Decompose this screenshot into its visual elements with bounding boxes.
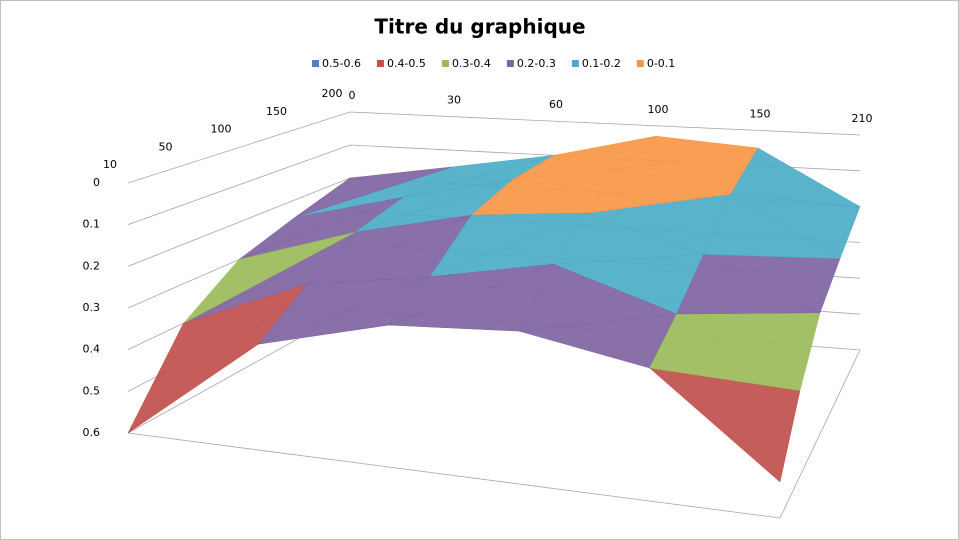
legend-label: 0.5-0.6 [322, 57, 361, 70]
surface-facet [403, 155, 555, 198]
surface-facet [703, 193, 841, 259]
legend-label: 0.2-0.3 [517, 57, 556, 70]
surface-facet [355, 179, 513, 233]
surface-facet [127, 284, 307, 434]
surface-facet [294, 166, 453, 218]
legend-swatch [441, 60, 449, 67]
surface-facet [518, 263, 677, 332]
series-label: 10 [103, 158, 117, 171]
legend-swatch [376, 60, 384, 67]
category-label: 30 [447, 94, 461, 107]
series-label: 200 [322, 87, 343, 100]
surface-facet [730, 147, 861, 207]
surface-facet [649, 313, 801, 391]
surface-facet [471, 168, 622, 216]
legend-label: 0.1-0.2 [582, 57, 621, 70]
series-label: 150 [266, 105, 287, 118]
series-label: 50 [159, 140, 173, 153]
z-tick-label: 0.2 [83, 259, 101, 272]
legend-label: 0-0.1 [647, 57, 675, 70]
surface-facet [257, 276, 431, 345]
legend-swatch [506, 60, 514, 67]
surface-facet [429, 212, 588, 278]
category-label: 150 [750, 107, 771, 120]
legend-label: 0.4-0.5 [387, 57, 426, 70]
series-label: 100 [211, 123, 232, 136]
category-label: 60 [549, 98, 563, 111]
legend-swatch [312, 60, 319, 67]
category-label: 100 [648, 103, 669, 116]
surface-facet [183, 231, 356, 324]
legend: 0.5-0.6 0.4-0.5 0.3-0.4 0.2-0.3 0.1-0.2 0-0.1 [312, 57, 675, 70]
z-tick-label: 0.4 [83, 343, 101, 356]
category-label: 0 [349, 89, 356, 102]
z-tick-label: 0.1 [83, 218, 101, 231]
surface-facet [552, 212, 704, 265]
z-tick-label: 0 [93, 176, 100, 189]
z-tick-label: 0.3 [83, 301, 101, 314]
surface-facet [676, 253, 821, 315]
surface-facet [387, 263, 554, 326]
surface-facet [238, 196, 404, 260]
z-tick-label: 0.5 [83, 384, 101, 397]
legend-swatch [571, 60, 579, 67]
floor-edge [127, 349, 861, 519]
category-label: 210 [852, 112, 873, 125]
grid-line [127, 111, 861, 184]
surface-facet [621, 135, 759, 169]
legend-swatch [636, 60, 644, 67]
chart-title: Titre du graphique [374, 15, 585, 39]
surface-facet [306, 214, 472, 285]
z-tick-label: 0.6 [83, 426, 101, 439]
legend-label: 0.3-0.4 [452, 57, 491, 70]
surface-facet [512, 135, 657, 180]
surface-facet [587, 168, 731, 214]
